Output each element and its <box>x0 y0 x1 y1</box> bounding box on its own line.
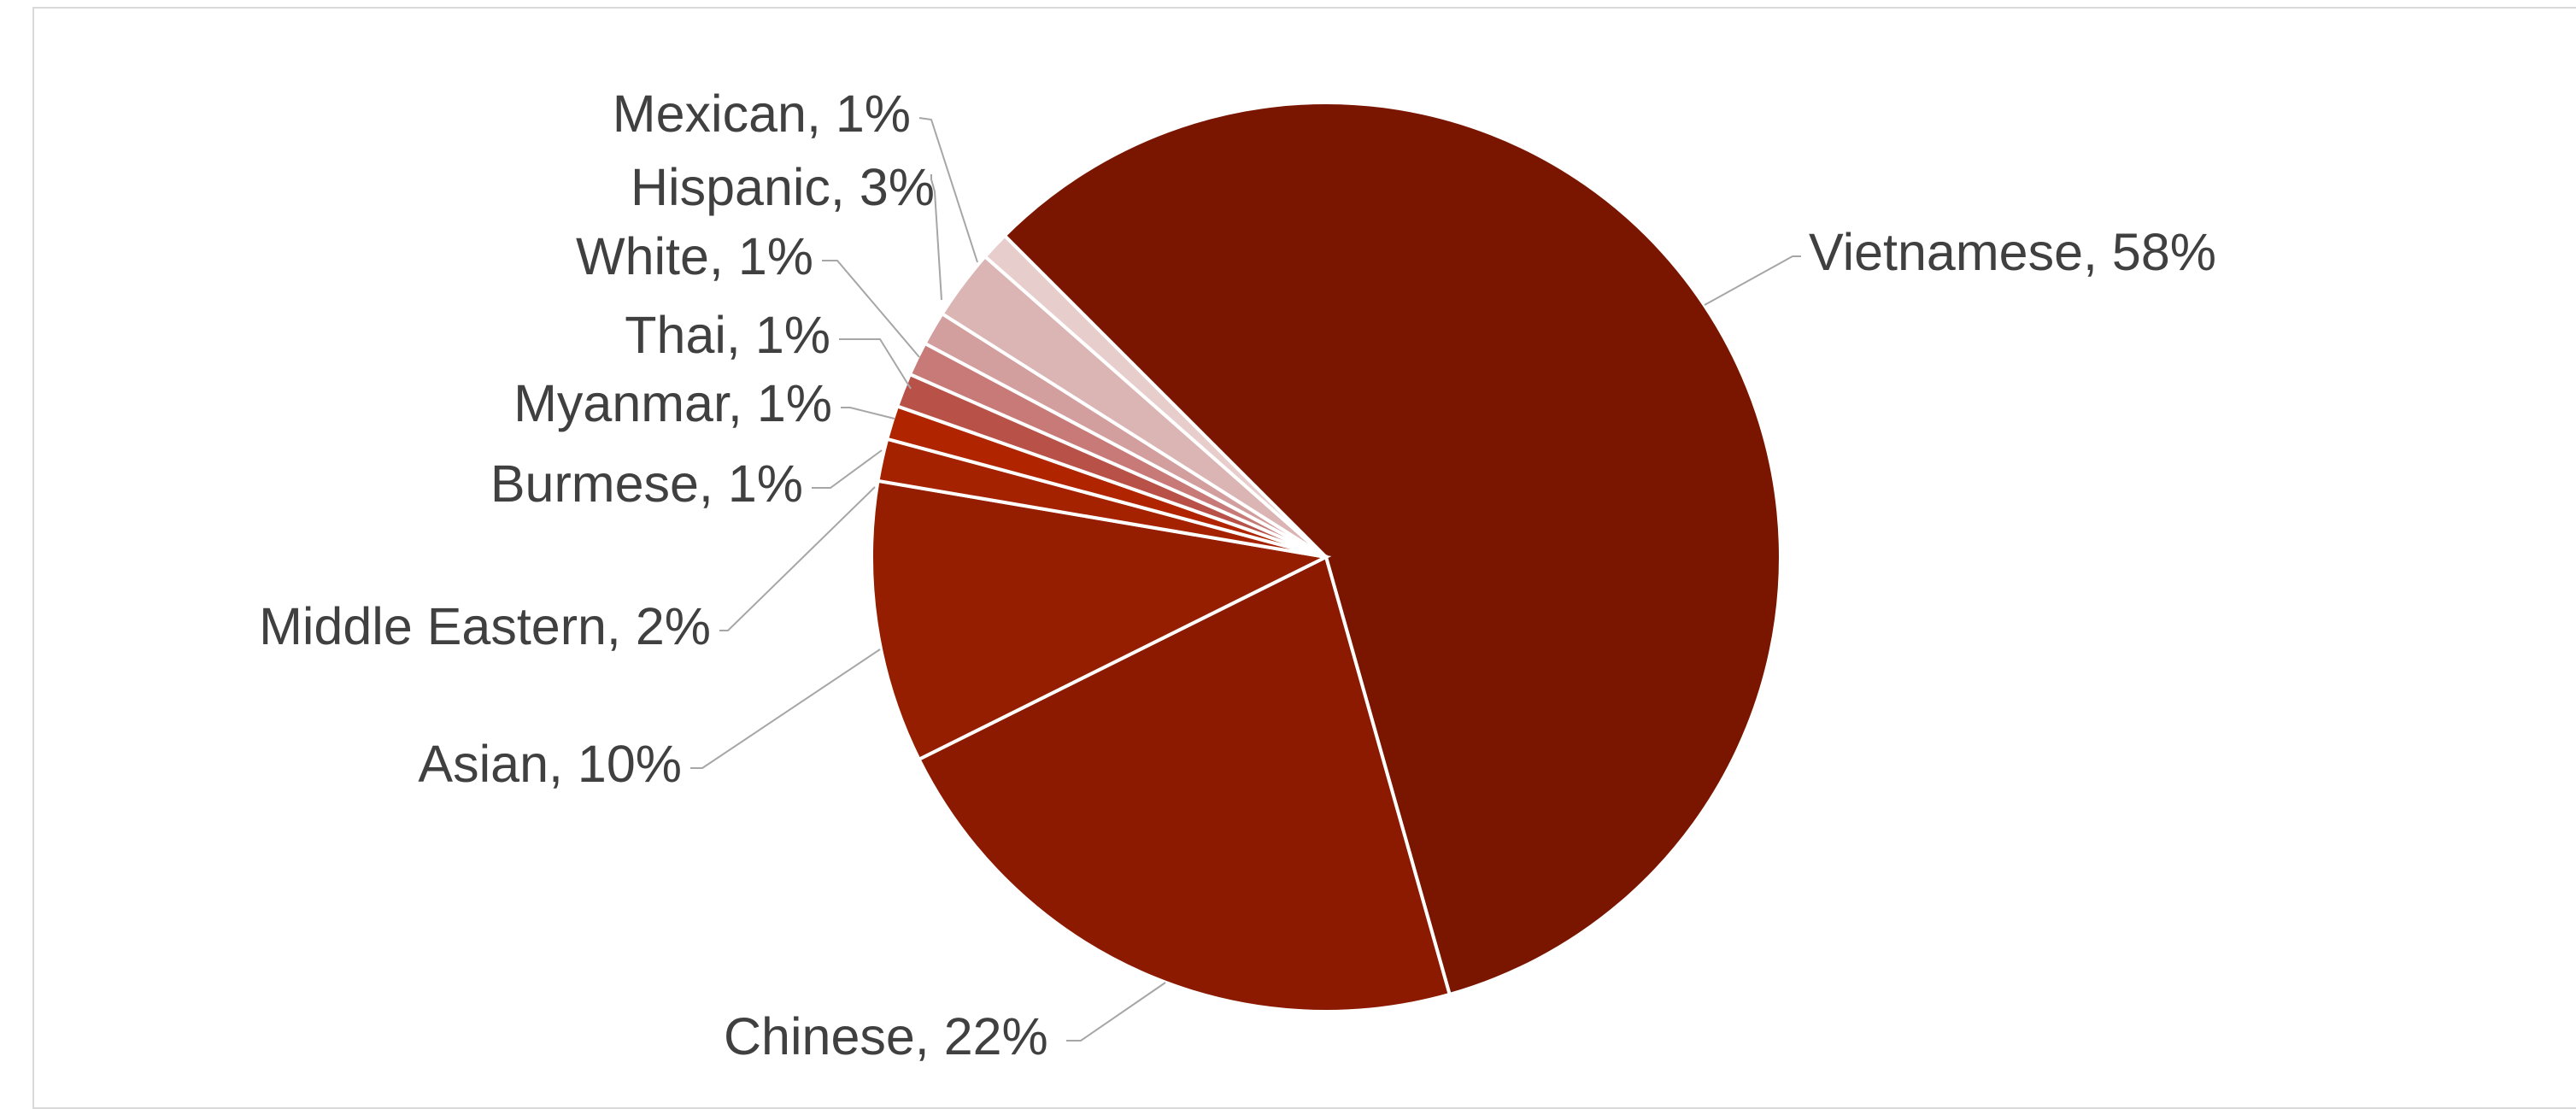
leader-line-myanmar <box>841 407 895 420</box>
pie-slice-vietnamese <box>1001 101 1782 997</box>
data-label-middle-eastern: Middle Eastern, 2% <box>259 597 711 655</box>
pie-slice-asian <box>870 478 1332 762</box>
leader-line-burmese <box>812 449 883 489</box>
leader-lines <box>690 117 1801 1042</box>
data-label-burmese: Burmese, 1% <box>490 455 803 513</box>
data-label-thai: Thai, 1% <box>625 306 830 364</box>
pie-slice-mexican <box>983 232 1328 559</box>
data-label-asian: Asian, 10% <box>418 735 682 793</box>
leader-line-asian <box>690 648 881 769</box>
data-label-white: White, 1% <box>576 227 813 285</box>
leader-line-hispanic <box>930 174 942 301</box>
leader-line-chinese <box>1066 982 1166 1042</box>
data-label-chinese: Chinese, 22% <box>724 1007 1048 1065</box>
leader-line-middle-eastern <box>719 486 876 631</box>
data-label-mexican: Mexican, 1% <box>613 85 911 143</box>
data-label-vietnamese: Vietnamese, 58% <box>1809 223 2216 281</box>
leader-line-white <box>822 260 920 358</box>
leader-line-mexican <box>918 117 978 263</box>
data-label-myanmar: Myanmar, 1% <box>513 374 832 432</box>
pie-chart: Vietnamese, 58% Chinese, 22% Asian, 10% Mid… <box>259 85 2216 1065</box>
data-label-hispanic: Hispanic, 3% <box>631 158 935 216</box>
pie-slice-chinese <box>916 554 1452 1013</box>
leader-line-vietnamese <box>1704 255 1801 306</box>
data-labels: Vietnamese, 58% Chinese, 22% Asian, 10% Mid… <box>259 85 2216 1065</box>
pie-slices <box>870 101 1782 1013</box>
leader-line-thai <box>839 338 912 390</box>
